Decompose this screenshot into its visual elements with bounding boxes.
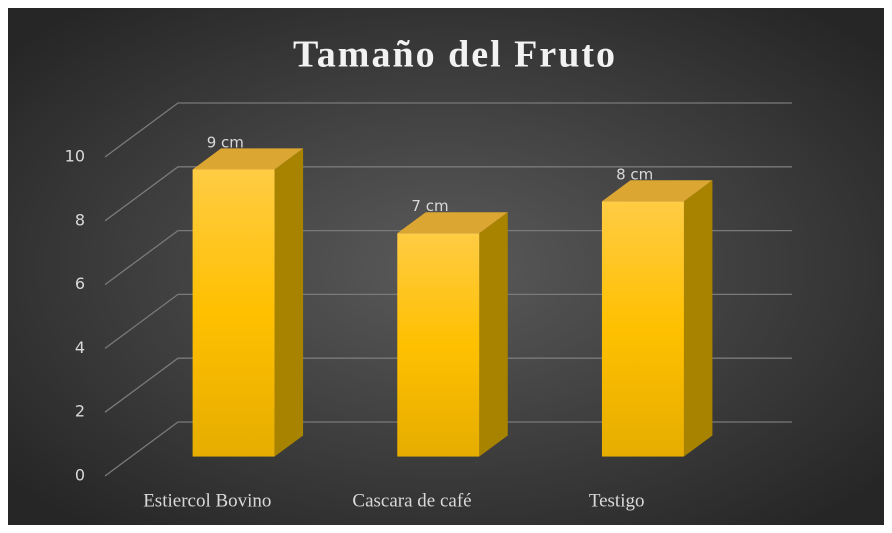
data-label: 8 cm [616, 165, 653, 183]
grid-line [104, 293, 792, 349]
y-tick-label: 8 [75, 210, 85, 229]
bar [601, 180, 713, 457]
bar [192, 148, 304, 457]
grid-line [104, 421, 792, 477]
grid-line [104, 357, 792, 413]
chart-title: Tamaño del Fruto [293, 34, 617, 76]
x-tick-label: Cascara de café [352, 490, 471, 511]
bar-front [397, 233, 480, 457]
bar-side [274, 148, 304, 457]
bar-side [479, 212, 508, 457]
y-tick-label: 6 [75, 274, 85, 293]
bar-top [601, 180, 713, 202]
bar-front [601, 201, 684, 457]
grid-line [104, 166, 792, 222]
y-tick-label: 10 [65, 147, 85, 166]
grid-line [104, 102, 792, 158]
bar-top [397, 212, 508, 234]
y-tick-label: 2 [75, 402, 85, 421]
bar [397, 212, 508, 457]
data-label: 7 cm [411, 197, 448, 215]
y-tick-label: 0 [75, 466, 85, 485]
bar-top [192, 148, 304, 170]
x-tick-label: Testigo [589, 490, 645, 511]
bar-front [192, 169, 275, 457]
bar-side [683, 180, 713, 457]
x-tick-label: Estiercol Bovino [143, 490, 271, 511]
data-label: 9 cm [207, 133, 244, 151]
y-tick-label: 4 [75, 338, 85, 357]
grid-line [104, 229, 792, 286]
